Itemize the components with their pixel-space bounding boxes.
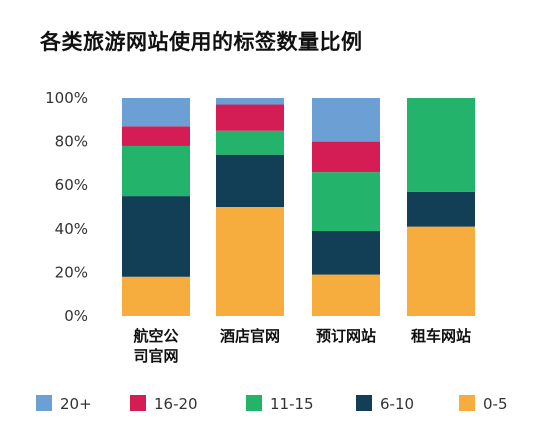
y-tick-label: 60% xyxy=(55,176,88,194)
bar-segment-6-10 xyxy=(122,196,190,277)
x-category-label: 司官网 xyxy=(133,347,178,365)
y-tick-label: 40% xyxy=(55,220,88,238)
bar-segment-0-5 xyxy=(407,226,475,316)
x-category-label: 航空公 xyxy=(133,327,178,345)
y-tick-label: 20% xyxy=(55,263,88,281)
bar-segment-0-5 xyxy=(312,274,380,316)
bar-segment-0-5 xyxy=(122,276,190,316)
bar-segment-6-10 xyxy=(216,154,284,207)
chart-title: 各类旅游网站使用的标签数量比例 xyxy=(40,30,363,54)
bar-segment-11-15 xyxy=(312,172,380,231)
bar-segment-11-15 xyxy=(407,98,475,192)
legend-label-11-15: 11-15 xyxy=(270,395,314,413)
bar-segment-16-20 xyxy=(122,126,190,146)
x-category-label: 租车网站 xyxy=(411,327,471,345)
bars-group xyxy=(122,98,475,316)
bar-segment-6-10 xyxy=(312,230,380,275)
bar-segment-16-20 xyxy=(216,104,284,131)
legend-swatch-20+ xyxy=(36,395,52,411)
bar-segment-6-10 xyxy=(407,191,475,227)
bar-segment-20+ xyxy=(122,98,190,127)
x-category-label: 预订网站 xyxy=(316,327,376,345)
bar-segment-16-20 xyxy=(312,141,380,173)
legend-swatch-6-10 xyxy=(356,395,372,411)
x-category-label: 酒店官网 xyxy=(220,327,280,345)
legend-swatch-11-15 xyxy=(246,395,262,411)
bar-segment-20+ xyxy=(216,98,284,105)
legend-label-16-20: 16-20 xyxy=(154,395,198,413)
legend-label-20+: 20+ xyxy=(60,395,92,413)
y-tick-label: 0% xyxy=(64,307,88,325)
y-axis-ticks: 0% 20% 40% 60% 80% 100% xyxy=(45,89,88,325)
bar-segment-20+ xyxy=(312,98,380,142)
bar-segment-11-15 xyxy=(122,145,190,197)
legend-label-0-5: 0-5 xyxy=(483,395,508,413)
bar-segment-0-5 xyxy=(216,207,284,316)
bar-segment-11-15 xyxy=(216,130,284,155)
y-tick-label: 80% xyxy=(55,133,88,151)
legend: 20+ 16-20 11-15 6-10 0-5 xyxy=(36,395,508,413)
legend-label-6-10: 6-10 xyxy=(380,395,414,413)
legend-swatch-0-5 xyxy=(459,395,475,411)
y-tick-label: 100% xyxy=(45,89,88,107)
legend-swatch-16-20 xyxy=(130,395,146,411)
